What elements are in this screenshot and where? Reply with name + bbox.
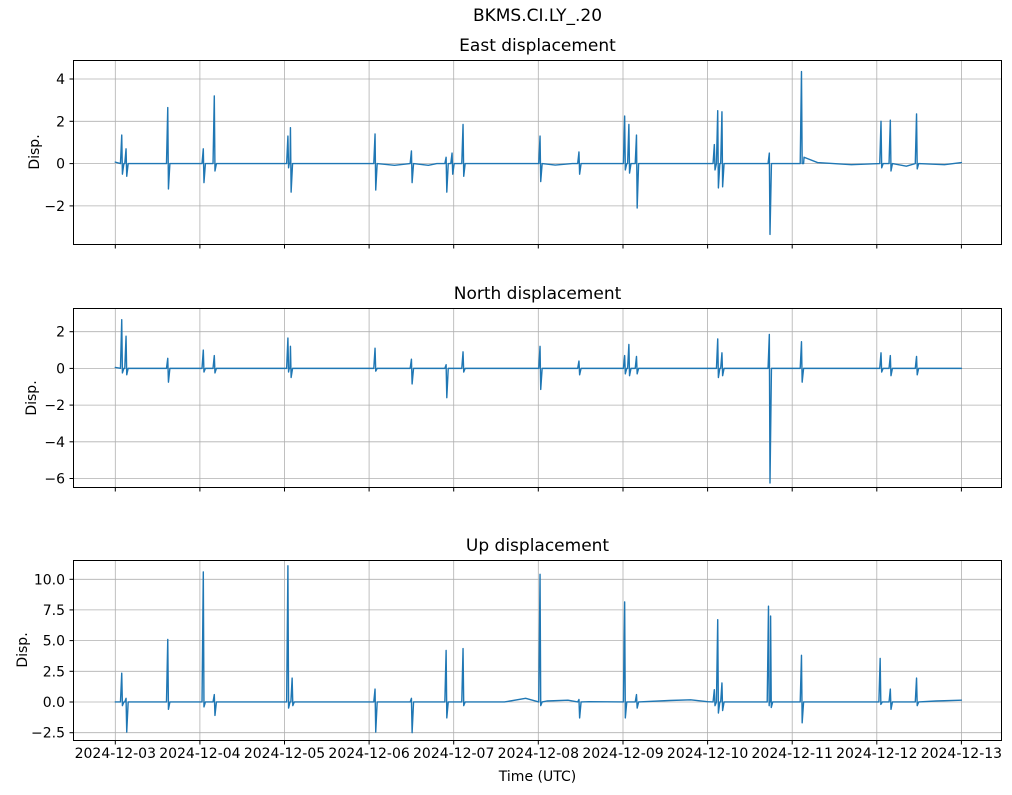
east-plot-area: −2 0 2 4 — [44, 60, 1002, 249]
y-tick-label: −2 — [44, 199, 65, 215]
y-tick-label: 0 — [56, 361, 65, 377]
east-series-line — [114, 70, 963, 236]
x-axis-label: Time (UTC) — [498, 769, 577, 785]
y-tick-label: 5.0 — [43, 634, 65, 650]
up-series-line — [114, 565, 963, 734]
y-tick-label: −2.5 — [31, 726, 65, 742]
y-tick-label: −6 — [44, 472, 65, 488]
x-tick-label: 2024-12-09 — [582, 746, 663, 762]
x-tick-label: 2024-12-08 — [498, 746, 579, 762]
subplot-title-north: North displacement — [453, 284, 622, 304]
x-tick-label: 2024-12-13 — [921, 746, 1002, 762]
y-tick-label: −2 — [44, 398, 65, 414]
subplot-title-east: East displacement — [459, 36, 616, 56]
figure-title: BKMS.CI.LY_.20 — [472, 6, 603, 26]
y-tick-label: 0.0 — [43, 695, 65, 711]
axes-border — [73, 60, 1002, 245]
x-tick-label: 2024-12-04 — [159, 746, 240, 762]
y-tick-label: 4 — [56, 72, 65, 88]
y-tick-label: 2 — [56, 325, 65, 341]
axes-border — [73, 308, 1002, 488]
north-series-line — [114, 319, 963, 484]
y-tick-label: 10.0 — [34, 572, 65, 588]
x-tick-label: 2024-12-11 — [752, 746, 833, 762]
y-axis-label-east: Disp. — [27, 134, 43, 170]
y-axis-label-north: Disp. — [24, 380, 40, 416]
y-tick-label: 7.5 — [43, 603, 65, 619]
x-tick-label: 2024-12-10 — [667, 746, 748, 762]
x-tick-label: 2024-12-05 — [244, 746, 325, 762]
y-tick-label: 2.5 — [43, 664, 65, 680]
up-plot-area: 2024-12-03 2024-12-04 2024-12-05 2024-12-06… — [31, 560, 1002, 762]
x-tick-label: 2024-12-06 — [328, 746, 409, 762]
x-tick-label: 2024-12-07 — [413, 746, 494, 762]
y-tick-label: 0 — [56, 157, 65, 173]
y-tick-label: −4 — [44, 435, 65, 451]
subplot-title-up: Up displacement — [465, 536, 610, 556]
y-axis-label-up: Disp. — [15, 632, 31, 668]
x-tick-label: 2024-12-12 — [836, 746, 917, 762]
axes-border — [73, 560, 1002, 741]
x-tick-label: 2024-12-03 — [75, 746, 156, 762]
north-plot-area: −6 −4 −2 0 2 — [44, 308, 1002, 492]
y-tick-label: 2 — [56, 114, 65, 130]
